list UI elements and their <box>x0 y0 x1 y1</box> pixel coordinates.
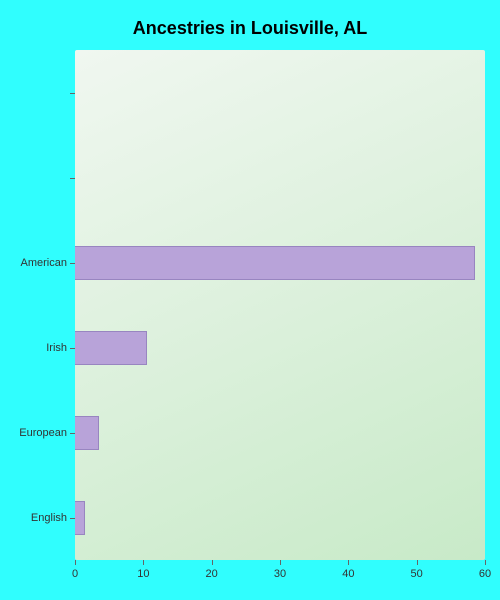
x-tick <box>280 560 281 565</box>
x-tick <box>348 560 349 565</box>
x-label: 40 <box>342 568 354 580</box>
chart-title: Ancestries in Louisville, AL <box>0 18 500 39</box>
x-tick <box>485 560 486 565</box>
bar-european <box>75 416 99 450</box>
x-tick <box>75 560 76 565</box>
x-label: 50 <box>411 568 423 580</box>
y-tick <box>70 433 75 434</box>
plot-area <box>75 50 485 560</box>
y-tick <box>70 263 75 264</box>
x-tick <box>143 560 144 565</box>
x-tick <box>417 560 418 565</box>
y-tick <box>70 178 75 179</box>
bar-irish <box>75 331 147 365</box>
x-label: 30 <box>274 568 286 580</box>
x-label: 60 <box>479 568 491 580</box>
y-label-european: European <box>19 427 67 439</box>
x-label: 10 <box>137 568 149 580</box>
y-label-american: American <box>21 257 67 269</box>
x-tick <box>212 560 213 565</box>
y-label-english: English <box>31 512 67 524</box>
bar-english <box>75 501 85 535</box>
x-label: 20 <box>206 568 218 580</box>
bar-american <box>75 246 475 280</box>
y-tick <box>70 93 75 94</box>
x-label: 0 <box>72 568 78 580</box>
y-tick <box>70 518 75 519</box>
y-label-irish: Irish <box>46 342 67 354</box>
y-tick <box>70 348 75 349</box>
